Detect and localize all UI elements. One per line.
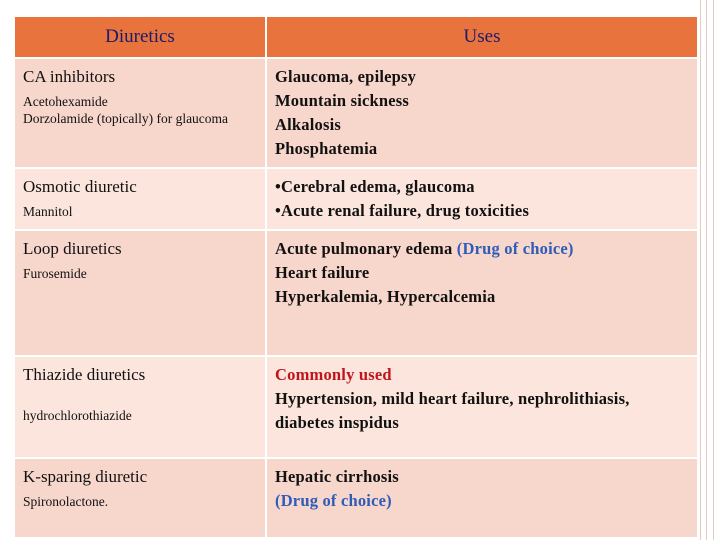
use-text: Cerebral edema, glaucoma	[280, 177, 475, 196]
use-line: Cerebral edema, glaucoma	[275, 175, 689, 199]
use-line: Glaucoma, epilepsy	[275, 65, 689, 89]
class-cell: K-sparing diuretic Spironolactone.	[13, 457, 267, 539]
drug-example: Spironolactone.	[23, 494, 109, 509]
uses-list: Glaucoma, epilepsy Mountain sickness Alkal…	[275, 65, 689, 161]
use-line: Acute renal failure, drug toxicities	[275, 199, 689, 223]
uses-cell: Acute pulmonary edema (Drug of choice) He…	[265, 229, 699, 357]
table-row: K-sparing diuretic Spironolactone. Hepati…	[13, 457, 699, 539]
uses-list: Acute pulmonary edema (Drug of choice) He…	[275, 237, 689, 309]
drug-example: Dorzolamide (topically) for glaucoma	[23, 111, 229, 126]
class-cell: Thiazide diuretics hydrochlorothiazide	[13, 355, 267, 459]
use-text: Hyperkalemia, Hypercalcemia	[275, 287, 496, 306]
use-line: Acute pulmonary edema (Drug of choice)	[275, 237, 689, 261]
uses-list: Commonly used Hypertension, mild heart fa…	[275, 363, 689, 435]
uses-cell: Cerebral edema, glaucoma Acute renal fail…	[265, 167, 699, 231]
use-text: Acute renal failure, drug toxicities	[280, 201, 530, 220]
use-text: Alkalosis	[275, 115, 341, 134]
class-cell: CA inhibitors Acetohexamide Dorzolamide (t…	[13, 57, 267, 169]
drug-example: Mannitol	[23, 204, 73, 219]
use-text: Phosphatemia	[275, 139, 378, 158]
drug-example: hydrochlorothiazide	[23, 408, 132, 423]
use-text: (Drug of choice)	[456, 239, 574, 258]
class-cell: Osmotic diuretic Mannitol	[13, 167, 267, 231]
use-line: Phosphatemia	[275, 137, 689, 161]
use-text: Heart failure	[275, 263, 370, 282]
decor-line	[713, 0, 714, 540]
use-line: Hyperkalemia, Hypercalcemia	[275, 285, 689, 309]
decor-line	[706, 0, 707, 540]
uses-list: Cerebral edema, glaucoma Acute renal fail…	[275, 175, 689, 223]
table-row: CA inhibitors Acetohexamide Dorzolamide (t…	[13, 57, 699, 169]
table-body: CA inhibitors Acetohexamide Dorzolamide (t…	[13, 57, 699, 539]
use-line: Alkalosis	[275, 113, 689, 137]
header-row: Diuretics Uses	[13, 15, 699, 59]
use-line: Commonly used	[275, 363, 689, 387]
class-cell: Loop diuretics Furosemide	[13, 229, 267, 357]
use-text: Mountain sickness	[275, 91, 410, 110]
drug-example: Furosemide	[23, 266, 87, 281]
use-text: Hepatic cirrhosis	[275, 467, 399, 486]
use-line: (Drug of choice)	[275, 489, 689, 513]
drug-class: Loop diuretics	[23, 239, 122, 258]
drug-example: Acetohexamide	[23, 94, 108, 109]
use-text: Hypertension, mild heart failure, nephro…	[275, 389, 630, 432]
use-text: Acute pulmonary edema	[275, 239, 457, 258]
uses-cell: Hepatic cirrhosis (Drug of choice)	[265, 457, 699, 539]
header-cell: Diuretics	[13, 15, 267, 59]
uses-list: Hepatic cirrhosis (Drug of choice)	[275, 465, 689, 513]
diuretics-table: Diuretics Uses CA inhibitors Acetohexamid…	[13, 15, 699, 539]
uses-cell: Commonly used Hypertension, mild heart fa…	[265, 355, 699, 459]
decor-line	[700, 0, 701, 540]
drug-class: Thiazide diuretics	[23, 365, 146, 384]
use-text: Glaucoma, epilepsy	[275, 67, 417, 86]
drug-class: Osmotic diuretic	[23, 177, 137, 196]
drug-class: K-sparing diuretic	[23, 467, 148, 486]
uses-cell: Glaucoma, epilepsy Mountain sickness Alkal…	[265, 57, 699, 169]
use-line: Mountain sickness	[275, 89, 689, 113]
use-line: Heart failure	[275, 261, 689, 285]
header-cell: Uses	[265, 15, 699, 59]
use-line: Hypertension, mild heart failure, nephro…	[275, 387, 689, 435]
drug-class: CA inhibitors	[23, 67, 116, 86]
use-text: Commonly used	[275, 365, 392, 384]
use-line: Hepatic cirrhosis	[275, 465, 689, 489]
use-text: (Drug of choice)	[275, 491, 392, 510]
table-row: Osmotic diuretic Mannitol Cerebral edema, …	[13, 167, 699, 231]
table-row: Thiazide diuretics hydrochlorothiazide Com…	[13, 355, 699, 459]
table-row: Loop diuretics Furosemide Acute pulmonary …	[13, 229, 699, 357]
